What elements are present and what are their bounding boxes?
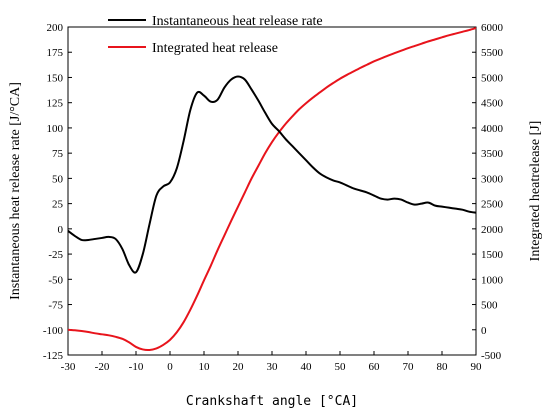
x-tick-label: 20 <box>233 361 245 373</box>
y-left-tick-label: -50 <box>48 274 63 286</box>
y-left-tick-label: 75 <box>52 148 64 160</box>
series-line-instantaneous <box>67 75 477 274</box>
series-line-integrated <box>67 27 477 352</box>
y-right-tick-label: 2000 <box>481 224 504 236</box>
y-left-tick-label: 50 <box>52 173 64 185</box>
x-tick-label: -10 <box>129 361 144 373</box>
y-left-tick-label: 200 <box>47 22 64 34</box>
ticks-layer: -30 -20 -10 0 10 20 30 40 50 60 70 80 90-125-100-75-… <box>43 22 504 373</box>
plot-area-frame <box>67 26 477 356</box>
x-tick-label: 30 <box>267 361 279 373</box>
y-left-tick-label: -100 <box>43 325 64 337</box>
y-left-tick-label: 0 <box>58 224 64 236</box>
x-tick-label: 60 <box>369 361 381 373</box>
y-right-tick-label: 4500 <box>481 98 504 110</box>
y-right-tick-label: 5000 <box>481 72 504 84</box>
legend-label-instantaneous: Instantaneous heat release rate <box>152 14 323 29</box>
y-right-tick-label: 3500 <box>481 148 504 160</box>
y-right-tick-label: 1000 <box>481 274 504 286</box>
legend-label-integrated: Integrated heat release <box>152 41 278 56</box>
x-tick-label: 40 <box>301 361 313 373</box>
legend: Instantaneous heat release rate Integrat… <box>108 14 323 56</box>
y-left-tick-label: 150 <box>47 72 64 84</box>
x-tick-label: -20 <box>95 361 110 373</box>
lines-layer <box>67 27 477 352</box>
x-tick-label: -30 <box>61 361 76 373</box>
y-right-tick-label: 6000 <box>481 22 504 34</box>
y-left-tick-label: 125 <box>47 98 64 110</box>
y-left-tick-label: 25 <box>52 199 64 211</box>
y-left-axis-label: Instantaneous heat release rate [J/°CA] <box>8 82 23 300</box>
x-tick-label: 10 <box>199 361 211 373</box>
x-tick-label: 70 <box>403 361 415 373</box>
y-left-tick-label: 175 <box>47 47 64 59</box>
y-right-tick-label: 500 <box>481 300 498 312</box>
y-left-tick-label: -75 <box>48 300 63 312</box>
x-tick-label: 0 <box>167 361 173 373</box>
y-right-tick-label: 5500 <box>481 47 504 59</box>
y-right-axis-label: Integrated heatrelease [J] <box>528 121 543 262</box>
y-right-tick-label: 1500 <box>481 249 504 261</box>
y-left-tick-label: 100 <box>47 123 64 135</box>
x-tick-label: 90 <box>471 361 483 373</box>
x-tick-label: 80 <box>437 361 449 373</box>
y-right-tick-label: 4000 <box>481 123 504 135</box>
y-left-tick-label: -125 <box>43 350 64 362</box>
y-left-tick-label: -25 <box>48 249 63 261</box>
y-right-tick-label: 2500 <box>481 199 504 211</box>
y-right-tick-label: 0 <box>481 325 487 337</box>
x-axis-label: Crankshaft angle [°CA] <box>186 394 358 409</box>
x-tick-label: 50 <box>335 361 347 373</box>
y-right-tick-label: 3000 <box>481 173 504 185</box>
y-right-tick-label: -500 <box>481 350 502 362</box>
